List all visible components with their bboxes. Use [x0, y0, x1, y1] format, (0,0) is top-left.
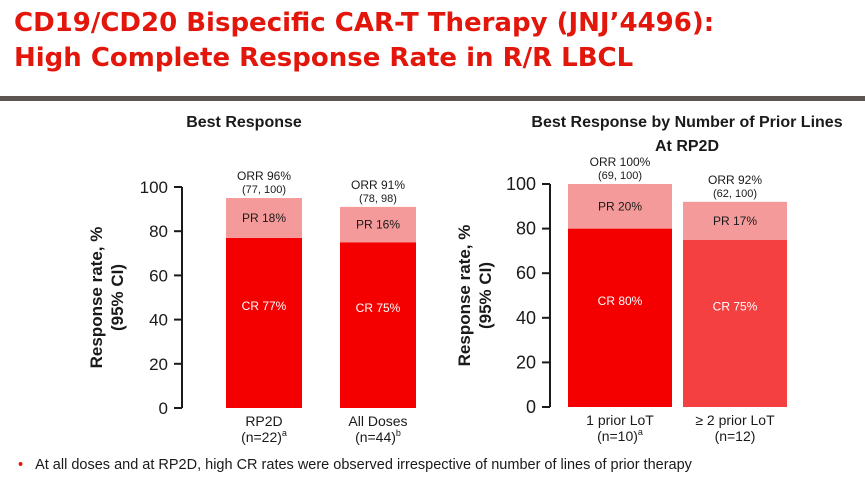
y-axis-label: Response rate, % (95% CI) — [455, 225, 495, 367]
title-line-2: High Complete Response Rate in R/R LBCL — [14, 43, 634, 73]
y-axis-label-line2: (95% CI) — [108, 264, 127, 331]
pr-data-label: PR 17% — [713, 214, 757, 228]
chart-panel-prior-lines: Best Response by Number of Prior Lines At… — [428, 104, 853, 449]
orr-label: ORR 96% — [237, 169, 291, 183]
best-response-chart: Best Response Response rate, % (95% CI) 0 20… — [87, 114, 416, 445]
bullet-icon: • — [18, 457, 24, 473]
orr-ci-label: (78, 98) — [359, 193, 397, 205]
x-category-footnote-mark: a — [282, 428, 287, 438]
cr-data-label: CR 77% — [242, 299, 287, 313]
orr-ci-label: (69, 100) — [598, 170, 642, 182]
chart-title: Best Response — [186, 114, 302, 131]
orr-label: ORR 100% — [590, 155, 651, 169]
x-category-footnote-mark: a — [638, 427, 643, 437]
pr-bar — [568, 184, 672, 229]
pr-bar — [340, 206, 416, 243]
y-tick-label: 40 — [516, 308, 536, 328]
pr-bar — [226, 198, 302, 238]
y-tick-label: 100 — [506, 174, 536, 194]
title-line-1: CD19/CD20 Bispecific CAR-T Therapy (JNJ’… — [14, 8, 715, 38]
footnote-text: At all doses and at RP2D, high CR rates … — [35, 457, 692, 473]
y-tick-label: 60 — [516, 263, 536, 283]
orr-ci-label: (77, 100) — [242, 184, 286, 196]
cr-bar — [568, 228, 672, 407]
pr-data-label: PR 16% — [356, 218, 400, 232]
x-category-label: ≥ 2 prior LoT — [695, 412, 775, 428]
slide-title: CD19/CD20 Bispecific CAR-T Therapy (JNJ’… — [14, 6, 859, 76]
y-tick-label: 40 — [149, 311, 168, 330]
cr-bar — [340, 242, 416, 408]
y-axis-label-line2: (95% CI) — [476, 262, 495, 329]
pr-data-label: PR 20% — [598, 199, 642, 213]
cr-bar — [683, 239, 787, 407]
y-tick-label: 20 — [516, 352, 536, 372]
y-tick-label: 100 — [140, 178, 168, 197]
x-category-label: All Doses — [348, 413, 407, 429]
x-category-n: (n=44) — [355, 429, 396, 445]
x-category-n: (n=10) — [597, 428, 638, 444]
footnote: • At all doses and at RP2D, high CR rates… — [18, 457, 692, 473]
x-category-n: (n=12) — [715, 428, 756, 444]
cr-bar — [226, 237, 302, 408]
y-axis-label-line1: Response rate, % — [87, 227, 106, 369]
x-category-n: (n=22) — [241, 429, 282, 445]
chart-subtitle: At RP2D — [655, 138, 719, 155]
x-category-sublabel: (n=12) — [715, 428, 756, 444]
cr-data-label: CR 75% — [713, 299, 758, 313]
y-tick-label: 20 — [149, 355, 168, 374]
pr-data-label: PR 18% — [242, 211, 286, 225]
x-category-sublabel: (n=22)a — [241, 428, 287, 445]
orr-ci-label: (62, 100) — [713, 188, 757, 200]
y-tick-label: 60 — [149, 266, 168, 285]
y-tick-label: 80 — [149, 222, 168, 241]
chart-panel-best-response: Best Response Response rate, % (95% CI) 0 20… — [60, 104, 460, 449]
x-category-label: 1 prior LoT — [586, 412, 654, 428]
x-category-sublabel: (n=44)b — [355, 428, 401, 445]
chart-title: Best Response by Number of Prior Lines — [531, 114, 842, 131]
orr-label: ORR 92% — [708, 173, 762, 187]
x-category-sublabel: (n=10)a — [597, 427, 643, 444]
cr-data-label: CR 75% — [356, 301, 401, 315]
y-axis-label-line1: Response rate, % — [455, 225, 474, 367]
prior-lines-chart: Best Response by Number of Prior Lines At… — [455, 114, 843, 444]
y-axis-label: Response rate, % (95% CI) — [87, 227, 127, 369]
x-category-footnote-mark: b — [396, 428, 401, 438]
x-category-label: RP2D — [245, 413, 282, 429]
y-tick-label: 0 — [526, 397, 536, 417]
y-tick-label: 0 — [159, 399, 168, 418]
cr-data-label: CR 80% — [598, 294, 643, 308]
y-tick-label: 80 — [516, 219, 536, 239]
orr-label: ORR 91% — [351, 178, 405, 192]
title-divider — [0, 96, 865, 101]
pr-bar — [683, 201, 787, 240]
